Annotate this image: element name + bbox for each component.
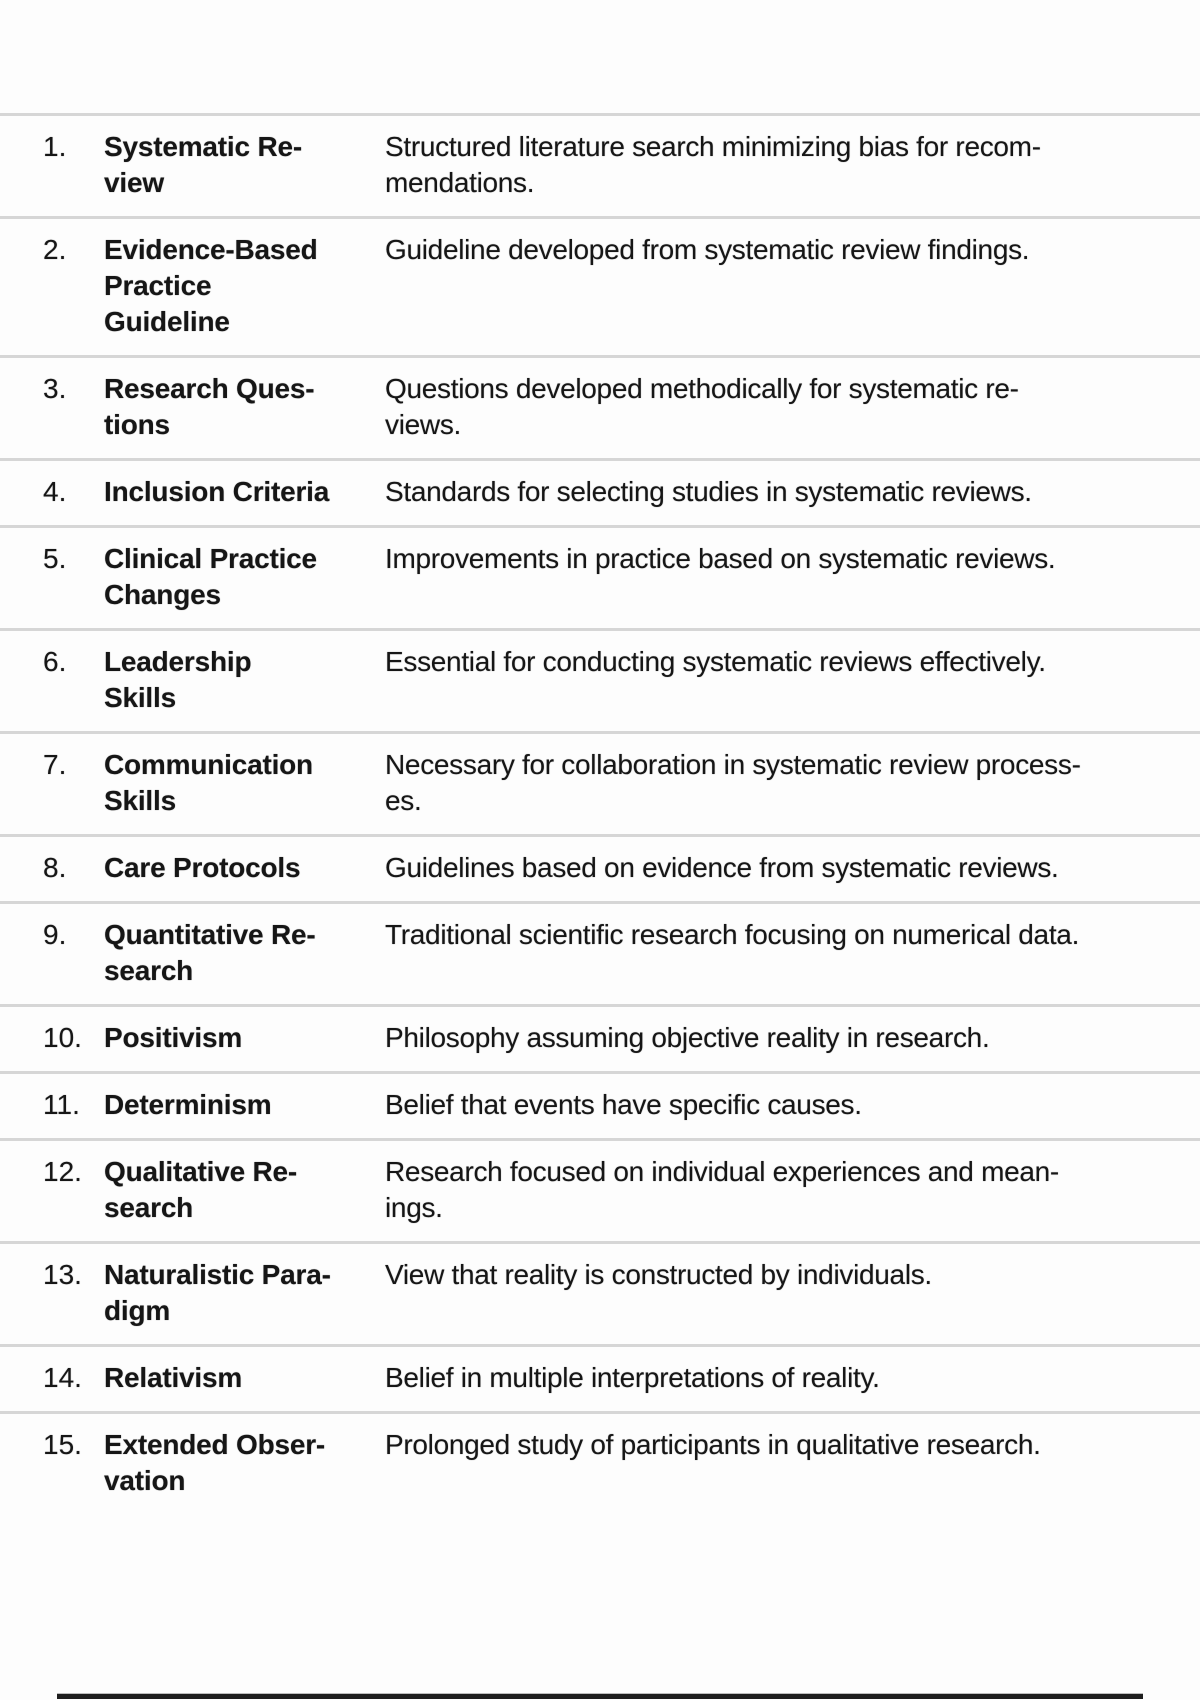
- definition-text: Prolonged study of participants in quali…: [385, 1429, 1041, 1460]
- term-text: Extended Obser- vation: [104, 1429, 326, 1496]
- row-number: 3.: [43, 373, 67, 404]
- term-text: Research Ques- tions: [104, 373, 315, 440]
- definition-text: Research focused on individual experienc…: [385, 1156, 1059, 1223]
- term-text: Relativism: [104, 1362, 243, 1393]
- table-row: 6. Leadership Skills Essential for conduct…: [0, 628, 1200, 731]
- definition-text: Essential for conducting systematic revi…: [385, 646, 1046, 677]
- table-row: 10. Positivism Philosophy assuming objecti…: [0, 1004, 1200, 1071]
- table-row: 4. Inclusion Criteria Standards for select…: [0, 458, 1200, 525]
- row-number: 13.: [43, 1259, 82, 1290]
- term-text: Positivism: [104, 1022, 243, 1053]
- definition-text: Guidelines based on evidence from system…: [385, 852, 1059, 883]
- row-number: 10.: [43, 1022, 82, 1053]
- table-row: 3. Research Ques- tions Questions develope…: [0, 355, 1200, 458]
- definition-text: Guideline developed from systematic revi…: [385, 234, 1030, 265]
- definition-text: Philosophy assuming objective reality in…: [385, 1022, 990, 1053]
- glossary-table: 1. Systematic Re- view Structured literatu…: [0, 113, 1200, 1514]
- term-text: Evidence-Based Practice Guideline: [104, 234, 318, 337]
- row-number: 6.: [43, 646, 67, 677]
- table-row: 9. Quantitative Re- search Traditional sci…: [0, 901, 1200, 1004]
- term-text: Inclusion Criteria: [104, 476, 330, 507]
- table-row: 15. Extended Obser- vation Prolonged study…: [0, 1411, 1200, 1514]
- row-number: 1.: [43, 131, 67, 162]
- row-number: 5.: [43, 543, 67, 574]
- row-number: 11.: [43, 1089, 80, 1120]
- term-text: Leadership Skills: [104, 646, 252, 713]
- term-text: Clinical Practice Changes: [104, 543, 317, 610]
- definition-text: View that reality is constructed by indi…: [385, 1259, 932, 1290]
- row-number: 7.: [43, 749, 67, 780]
- table-row: 14. Relativism Belief in multiple interpre…: [0, 1344, 1200, 1411]
- term-text: Determinism: [104, 1089, 272, 1120]
- table-row: 11. Determinism Belief that events have sp…: [0, 1071, 1200, 1138]
- row-number: 8.: [43, 852, 67, 883]
- table-row: 5. Clinical Practice Changes Improvements …: [0, 525, 1200, 628]
- row-number: 12.: [43, 1156, 82, 1187]
- table-row: 8. Care Protocols Guidelines based on evid…: [0, 834, 1200, 901]
- term-text: Communication Skills: [104, 749, 313, 816]
- table-row: 1. Systematic Re- view Structured literatu…: [0, 113, 1200, 216]
- term-text: Care Protocols: [104, 852, 301, 883]
- table-row: 2. Evidence-Based Practice Guideline Guide…: [0, 216, 1200, 355]
- definition-text: Improvements in practice based on system…: [385, 543, 1056, 574]
- definition-text: Structured literature search minimizing …: [385, 131, 1041, 198]
- definition-text: Necessary for collaboration in systemati…: [385, 749, 1081, 816]
- definition-text: Questions developed methodically for sys…: [385, 373, 1019, 440]
- term-text: Systematic Re- view: [104, 131, 302, 198]
- term-text: Naturalistic Para- digm: [104, 1259, 331, 1326]
- definition-text: Belief in multiple interpretations of re…: [385, 1362, 880, 1393]
- term-text: Quantitative Re- search: [104, 919, 316, 986]
- row-number: 15.: [43, 1429, 82, 1460]
- table-row: 12. Qualitative Re- search Research focuse…: [0, 1138, 1200, 1241]
- table-row: 13. Naturalistic Para- digm View that real…: [0, 1241, 1200, 1344]
- row-number: 14.: [43, 1362, 82, 1393]
- row-number: 9.: [43, 919, 67, 950]
- bottom-rule: [57, 1694, 1143, 1699]
- term-text: Qualitative Re- search: [104, 1156, 298, 1223]
- definition-text: Standards for selecting studies in syste…: [385, 476, 1032, 507]
- table-row: 7. Communication Skills Necessary for coll…: [0, 731, 1200, 834]
- definition-text: Belief that events have specific causes.: [385, 1089, 862, 1120]
- row-number: 4.: [43, 476, 67, 507]
- definition-text: Traditional scientific research focusing…: [385, 919, 1080, 950]
- row-number: 2.: [43, 234, 67, 265]
